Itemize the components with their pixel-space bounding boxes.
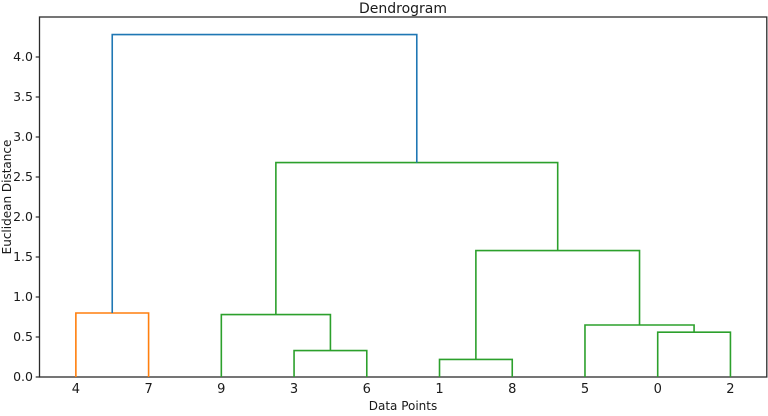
y-tick-label: 1.0 [13, 289, 33, 304]
dendrogram-link-L936 [220, 313, 332, 377]
dendrogram-link-LGRN [275, 161, 559, 315]
leaf-label: 9 [217, 382, 226, 397]
y-tick-label: 0.0 [13, 369, 33, 384]
y-tick-label: 2.0 [13, 209, 33, 224]
axes-spines [38, 16, 768, 378]
y-tick-label: 1.5 [13, 249, 33, 264]
dendrogram-link-L47 [75, 312, 150, 377]
leaf-label: 8 [508, 382, 517, 397]
y-tick-label: 2.5 [13, 169, 33, 184]
dendrogram-link-L02 [656, 331, 732, 377]
leaf-label: 2 [726, 382, 735, 397]
dendrogram-link-L36 [293, 349, 368, 377]
leaf-label: 0 [653, 382, 662, 397]
dendrogram-link-L18 [438, 358, 514, 377]
y-tick-label: 3.0 [13, 129, 33, 144]
chart-title: Dendrogram [358, 1, 448, 17]
y-tick-label: 0.5 [13, 329, 33, 344]
dendrogram-link-LMID [475, 249, 641, 360]
leaf-label: 7 [144, 382, 153, 397]
leaf-label: 5 [580, 382, 590, 397]
y-tick-label: 4.0 [13, 49, 33, 64]
leaf-label: 3 [289, 382, 299, 397]
leaf-label: 4 [71, 382, 80, 397]
x-axis-label: Data Points [368, 399, 438, 413]
y-axis-label: Euclidean Distance [0, 139, 14, 255]
dendrogram-link-ROOT [111, 33, 418, 313]
leaf-label: 6 [362, 382, 371, 397]
y-tick-label: 3.5 [13, 89, 33, 104]
leaf-label: 1 [435, 382, 444, 397]
